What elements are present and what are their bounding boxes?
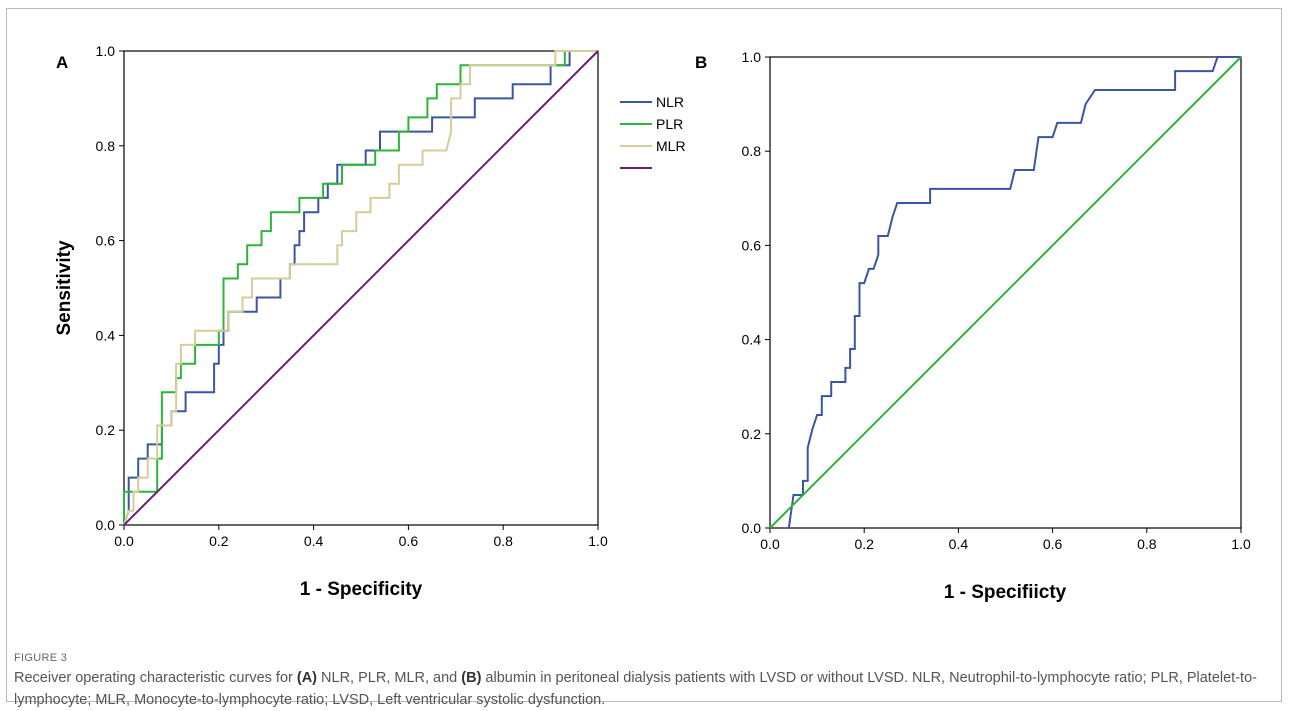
x-tick-label: 0.4	[949, 536, 969, 552]
panel-b-plot-frame	[769, 56, 1242, 529]
series-line-roc	[787, 56, 1241, 529]
x-tick-label: 0.4	[304, 533, 324, 549]
panel-b-x-axis-title: 1 - Specifiicty	[944, 582, 1067, 603]
y-tick-label: 0.2	[96, 422, 116, 438]
y-tick-label: 0.8	[742, 143, 762, 159]
y-tick-label: 1.0	[742, 49, 762, 65]
series-line-plr	[123, 50, 598, 525]
x-tick-label: 0.6	[399, 533, 419, 549]
panel-a-plot-frame	[123, 50, 599, 526]
panel-a-legend: NLR PLR MLR	[620, 94, 686, 169]
x-tick-label: 0.6	[1043, 536, 1063, 552]
panel-a-ticks: 0.0 0.2 0.4 0.6 0.8 1.0 0.0 0.2 0.4 0.6 0.8 1.0	[96, 43, 608, 549]
y-tick-label: 1.0	[96, 43, 116, 59]
figure-chart-area: A 0.0 0.2 0.4 0.6 0.8 1.0 0.0 0.2 0.4 0.6 0.8 1.0 1…	[54, 43, 1251, 603]
panel-a-label: A	[56, 53, 68, 72]
panel-b-series	[769, 56, 1242, 529]
series-line-reference-diagonal	[769, 56, 1242, 529]
figure-label: FIGURE 3	[14, 652, 68, 664]
x-tick-label: 0.2	[854, 536, 874, 552]
series-line-reference-diagonal	[123, 50, 599, 526]
panel-a-y-axis-title: Sensitivity	[54, 240, 75, 335]
y-tick-label: 0.0	[96, 517, 116, 533]
x-tick-label: 0.0	[760, 536, 780, 552]
y-tick-label: 0.8	[96, 138, 116, 154]
x-tick-label: 1.0	[588, 533, 608, 549]
figure-frame	[6, 8, 1282, 702]
caption-post: albumin in peritoneal dialysis patients …	[14, 670, 1257, 708]
y-tick-label: 0.2	[742, 426, 762, 442]
legend-label-mlr: MLR	[656, 138, 686, 154]
panel-a-x-axis-title: 1 - Specificity	[300, 579, 423, 600]
y-tick-label: 0.6	[742, 237, 762, 253]
y-tick-label: 0.4	[742, 332, 762, 348]
caption-ref-b: (B)	[461, 670, 482, 686]
caption-text: Receiver operating characteristic curves…	[14, 667, 1274, 711]
caption-ref-a: (A)	[296, 670, 318, 686]
series-line-mlr	[123, 50, 598, 526]
x-tick-label: 0.8	[1137, 536, 1157, 552]
x-tick-label: 0.0	[114, 533, 134, 549]
y-tick-label: 0.0	[742, 520, 762, 536]
legend-label-plr: PLR	[656, 116, 683, 132]
panel-a-series	[123, 50, 599, 526]
caption-pre-a: Receiver operating characteristic curves…	[14, 670, 297, 686]
panel-a: A 0.0 0.2 0.4 0.6 0.8 1.0 0.0 0.2 0.4 0.6 0.8 1.0 1…	[54, 43, 686, 600]
x-tick-label: 0.2	[209, 533, 229, 549]
x-tick-label: 0.8	[493, 533, 513, 549]
y-tick-label: 0.6	[96, 233, 116, 249]
y-tick-label: 0.4	[96, 327, 116, 343]
x-tick-label: 1.0	[1231, 536, 1251, 552]
caption-mid: NLR, PLR, MLR, and	[317, 670, 462, 686]
panel-b-label: B	[695, 53, 707, 72]
panel-b: B 0.0 0.2 0.4 0.6 0.8 1.0 0.0 0.2 0.4 0.6 0.8 1.0 1…	[695, 49, 1251, 603]
figure-caption: FIGURE 3 Receiver operating characterist…	[14, 652, 1274, 711]
legend-label-nlr: NLR	[656, 94, 684, 110]
panel-b-ticks: 0.0 0.2 0.4 0.6 0.8 1.0 0.0 0.2 0.4 0.6 0.8 1.0	[742, 49, 1251, 552]
